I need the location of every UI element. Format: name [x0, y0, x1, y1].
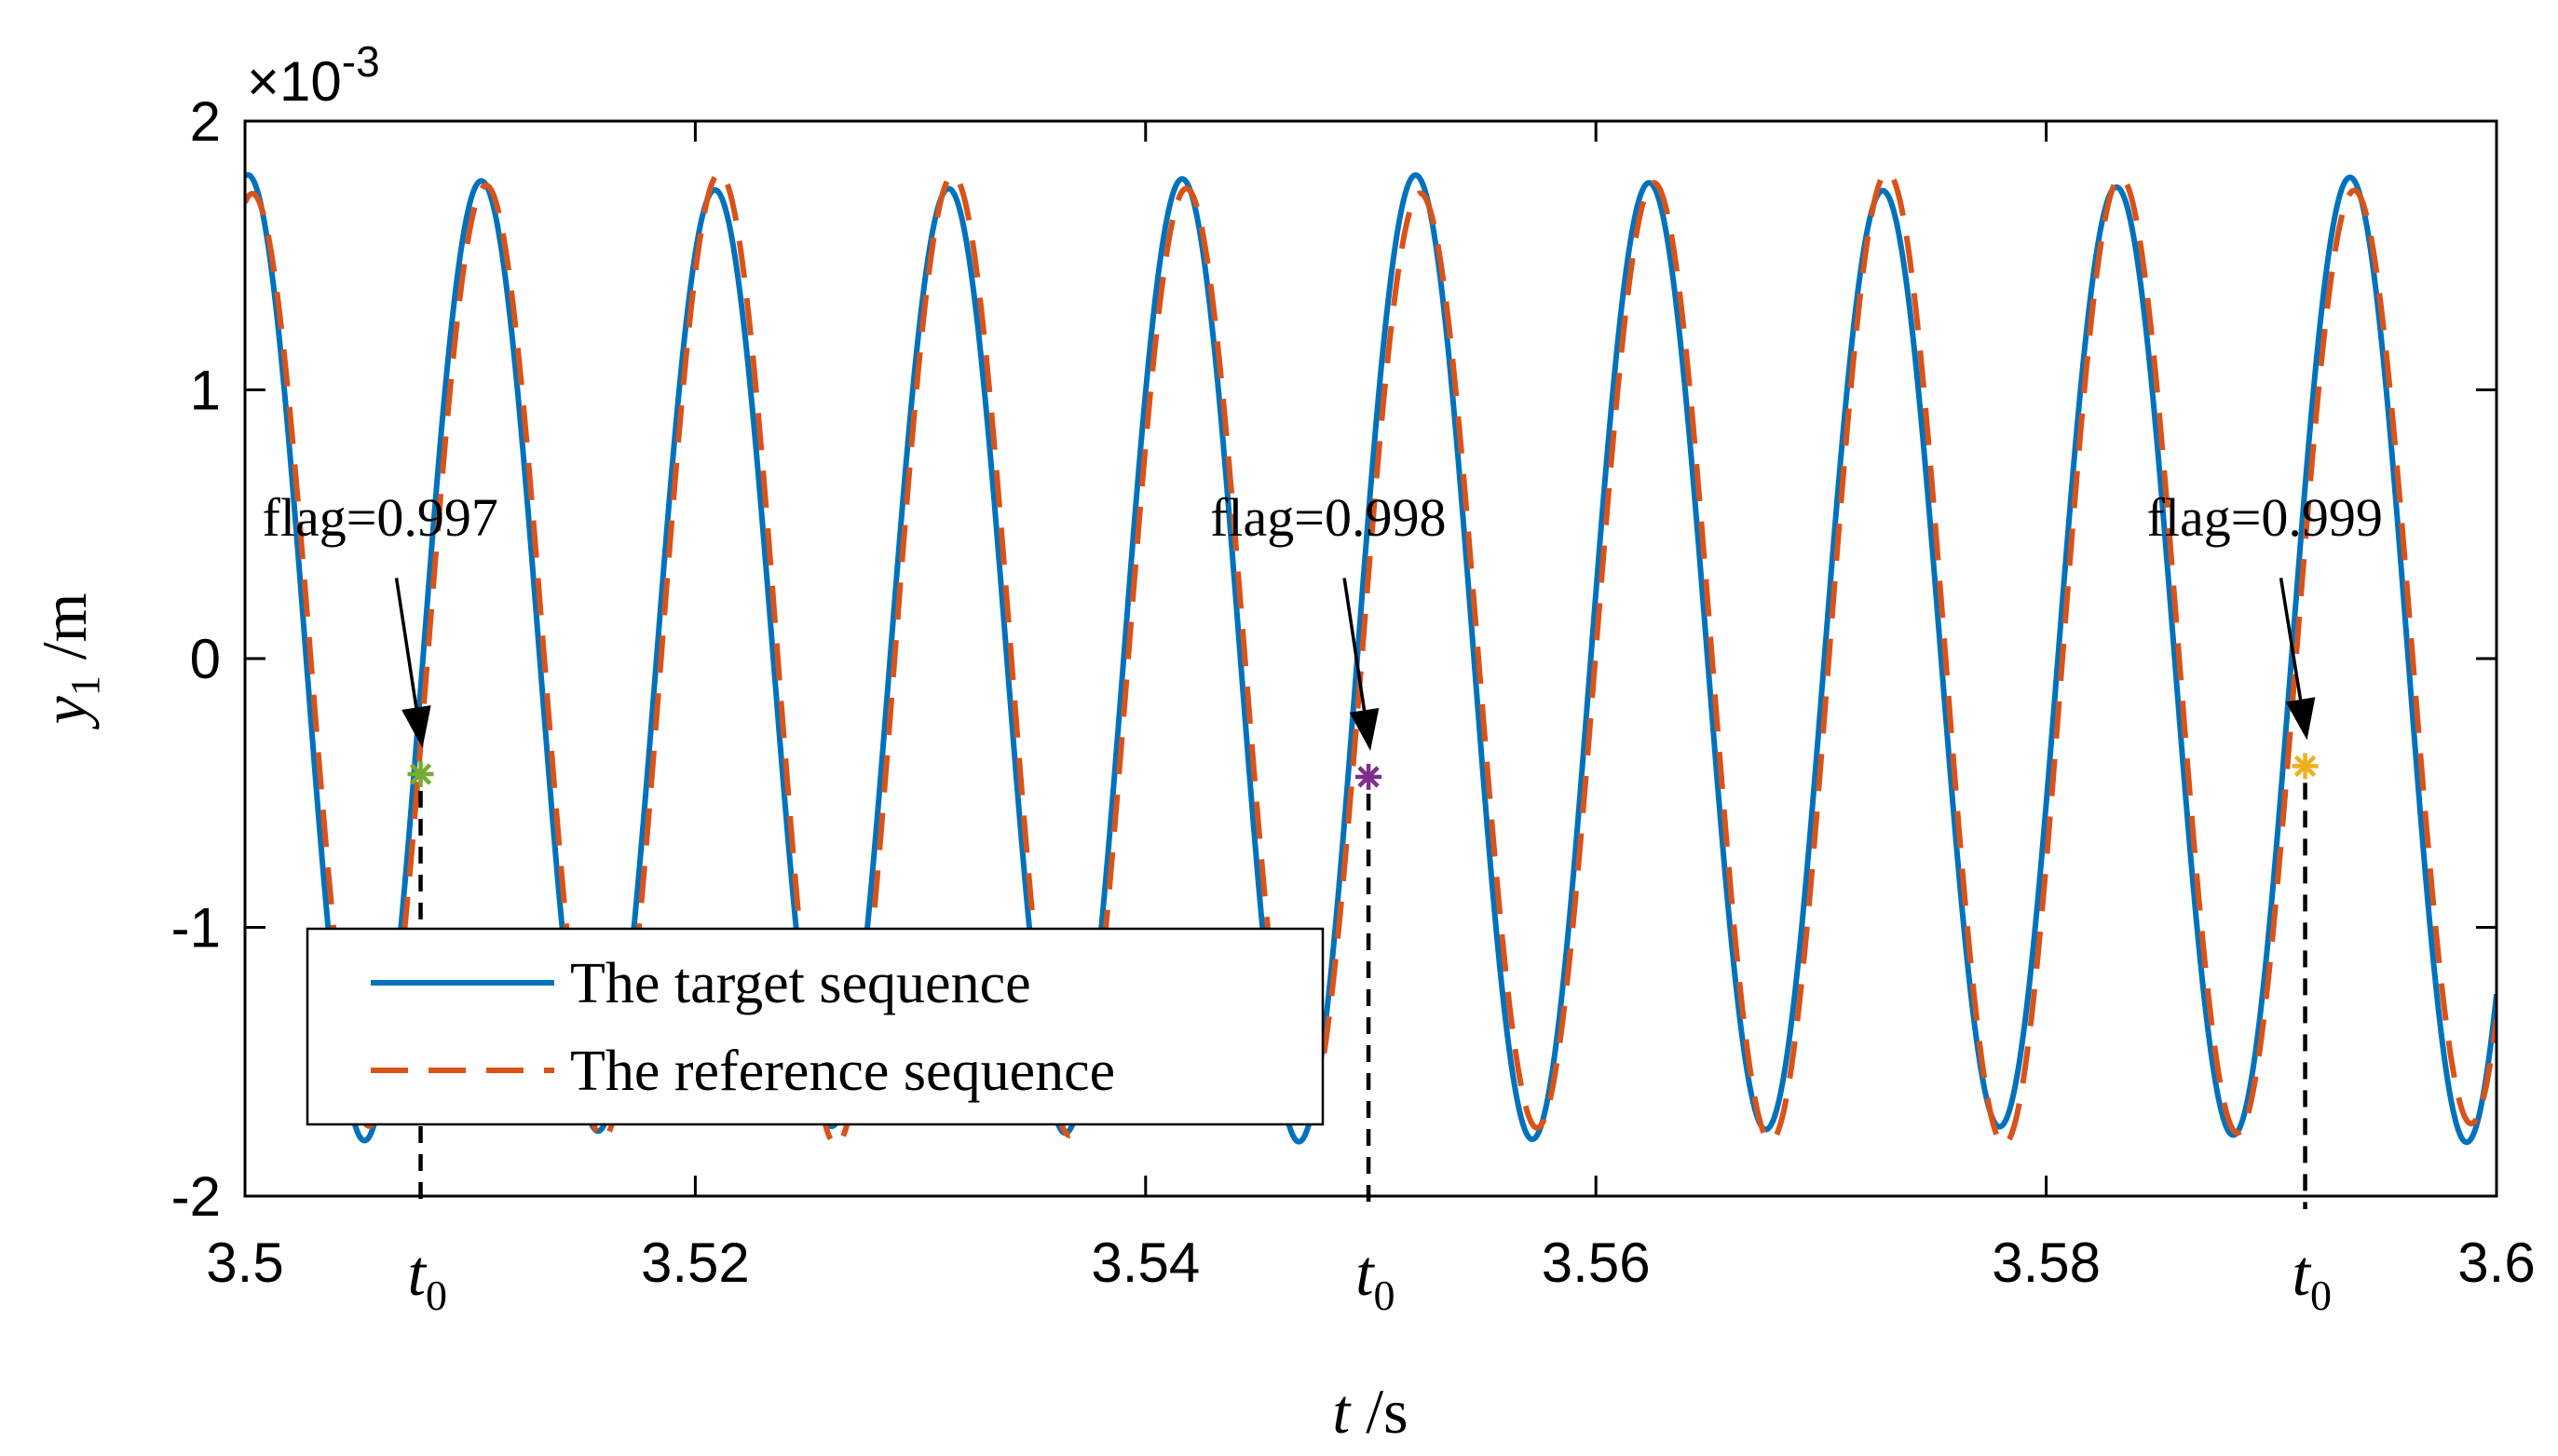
x-tick-label: 3.56 — [1542, 1231, 1651, 1294]
x-axis-label-unit: /s — [1350, 1376, 1408, 1447]
x-tick-label: 3.52 — [641, 1231, 750, 1294]
x-axis-label-var: t — [1332, 1376, 1352, 1447]
t0-sub: 0 — [1374, 1272, 1395, 1319]
t0-label-1: t0 — [1355, 1238, 1395, 1319]
y-axis-label-sub: 1 — [62, 675, 108, 696]
y-multiplier-base: ×10 — [247, 50, 342, 113]
x-tick-labels: 3.5 3.52 3.54 3.56 3.58 3.6 — [206, 1231, 2535, 1294]
t0-sub: 0 — [2310, 1272, 2332, 1319]
y-tick-label: 1 — [190, 360, 221, 422]
t0-label-2: t0 — [2293, 1238, 2332, 1319]
flag-label-2: flag=0.999 — [2147, 487, 2383, 548]
arrow-shaft-1 — [1342, 578, 1369, 730]
y-axis-label-var: y — [29, 695, 100, 729]
legend-box — [306, 927, 1325, 1126]
marker-layer — [407, 753, 2319, 790]
flag-label-0: flag=0.997 — [263, 487, 498, 548]
y-axis-label: y1 /m — [29, 593, 108, 730]
flag-marker-0 — [407, 761, 434, 788]
t0-sub: 0 — [426, 1272, 447, 1319]
x-axis-label: t /s — [1332, 1376, 1408, 1447]
y-multiplier: ×10-3 — [247, 37, 380, 113]
legend-label-reference: The reference sequence — [570, 1040, 1115, 1103]
t0-var: t — [408, 1238, 428, 1310]
flag-marker-2 — [2292, 753, 2319, 780]
arrow-head-0 — [401, 705, 431, 749]
y-axis-label-unit: /m — [29, 593, 100, 676]
x-tick-label: 3.6 — [2457, 1231, 2535, 1294]
arrow-head-1 — [1349, 708, 1380, 751]
y-tick-label: -2 — [171, 1165, 221, 1228]
y-tick-label: 2 — [190, 90, 221, 153]
y-multiplier-exponent: -3 — [342, 37, 380, 86]
x-tick-label: 3.5 — [206, 1231, 283, 1294]
t0-label-0: t0 — [408, 1238, 447, 1319]
arrow-head-2 — [2285, 697, 2316, 741]
arrow-shaft-0 — [394, 578, 421, 728]
y-tick-label: 0 — [190, 628, 221, 690]
x-tick-label: 3.58 — [1992, 1231, 2101, 1294]
t0-var: t — [1355, 1238, 1375, 1310]
x-tick-label: 3.54 — [1091, 1231, 1200, 1294]
tick-layer — [243, 119, 2498, 1198]
flag-marker-1 — [1355, 763, 1382, 790]
arrow-shaft-2 — [2279, 578, 2306, 721]
y-tick-labels: -2 -1 0 1 2 — [171, 90, 221, 1228]
legend: The target sequence The reference sequen… — [306, 927, 1325, 1126]
legend-label-target: The target sequence — [570, 952, 1031, 1015]
flag-label-1: flag=0.998 — [1210, 487, 1446, 548]
t0-var: t — [2293, 1238, 2312, 1310]
y-tick-label: -1 — [171, 897, 221, 959]
